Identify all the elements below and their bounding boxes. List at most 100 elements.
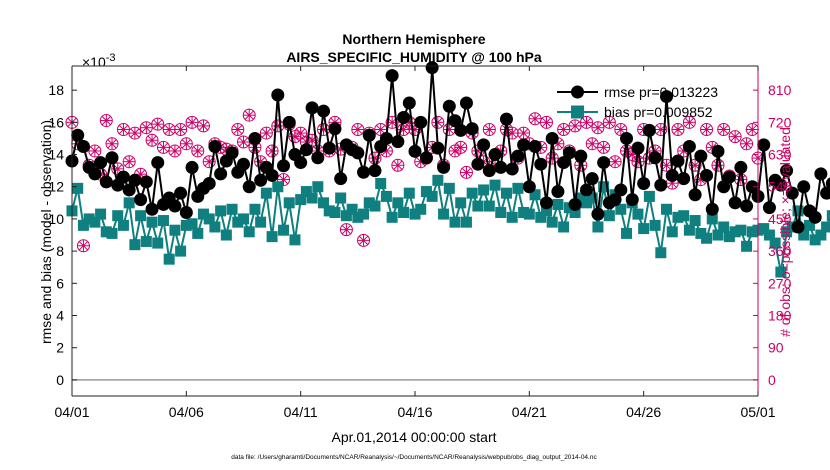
rmse-point <box>665 168 679 182</box>
obs-point <box>631 155 645 169</box>
rmse-point <box>717 180 731 194</box>
obs-point <box>76 239 90 253</box>
rmse-point <box>71 128 85 142</box>
obs-point <box>671 122 685 136</box>
y-tick-label: 18 <box>48 82 64 98</box>
x-axis-label: Apr.01,2014 00:00:00 start <box>331 429 496 445</box>
y2-tick-label: 360 <box>768 243 792 259</box>
rmse-point <box>145 202 159 216</box>
bias-point <box>255 216 267 228</box>
obs-point <box>614 122 628 136</box>
bias-point <box>380 190 392 202</box>
bias-point <box>826 210 830 222</box>
y2-tick-label: 540 <box>768 179 792 195</box>
bias-point <box>666 226 678 238</box>
axes-layer: 04/01 04/06 04/11 04/16 04/21 04/26 05/01 0 2 4 6 8… <box>48 65 792 420</box>
bias-point <box>260 187 272 199</box>
obs-point <box>242 108 256 122</box>
rmse-point <box>488 148 502 162</box>
x-tick-label: 04/01 <box>54 404 89 420</box>
rmse-point <box>214 167 228 181</box>
bias-point <box>581 197 592 209</box>
rmse-point <box>185 160 199 174</box>
obs-point <box>174 122 188 136</box>
bias-point <box>238 213 249 225</box>
x-tick-label: 05/01 <box>740 404 775 420</box>
obs-point <box>459 165 473 179</box>
bias-point <box>460 216 472 228</box>
rmse-point <box>134 193 148 207</box>
rmse-point <box>637 177 651 191</box>
bias-point <box>592 221 604 233</box>
rmse-point <box>397 111 411 125</box>
bias-point <box>546 216 558 228</box>
rmse-point <box>545 131 559 145</box>
rmse-point <box>517 138 531 152</box>
rmse-point <box>522 180 536 194</box>
bias-point <box>180 219 192 231</box>
rmse-point <box>820 186 830 200</box>
rmse-point <box>814 167 828 181</box>
rmse-point <box>780 164 794 178</box>
rmse-point <box>705 202 719 216</box>
bias-point <box>398 206 410 218</box>
bias-point <box>472 200 484 212</box>
rmse-point <box>614 183 628 197</box>
rmse-point <box>414 115 428 129</box>
y-tick-label: 10 <box>48 211 64 227</box>
bias-point <box>718 221 730 233</box>
obs-point <box>162 122 176 136</box>
obs-point <box>585 137 599 151</box>
bias-point <box>558 221 570 233</box>
obs-point <box>700 122 714 136</box>
bias-point <box>712 229 724 241</box>
bias-point <box>340 210 352 222</box>
bias-point <box>449 216 461 228</box>
rmse-point <box>734 160 748 174</box>
bias-point <box>426 190 438 202</box>
rmse-point <box>745 180 759 194</box>
bias-point <box>72 182 84 194</box>
obs-point <box>580 115 593 129</box>
obs-point <box>557 122 571 136</box>
obs-point <box>105 137 119 151</box>
bias-point <box>678 210 690 222</box>
bias-point <box>203 213 215 225</box>
obs-point <box>740 137 754 151</box>
rmse-point <box>448 114 462 128</box>
obs-point <box>259 126 273 140</box>
rmse-point <box>454 123 468 137</box>
bias-point <box>489 179 501 191</box>
legend-rmse-marker <box>571 85 584 99</box>
bias-point <box>295 194 307 206</box>
bias-point <box>123 197 135 209</box>
obs-point <box>122 155 136 169</box>
rmse-point <box>762 201 776 215</box>
bias-point <box>661 203 673 215</box>
rmse-point <box>299 143 313 157</box>
rmse-point <box>248 131 262 145</box>
y-tick-label: 16 <box>48 114 64 130</box>
rmse-point <box>477 138 491 152</box>
rmse-point <box>76 139 90 153</box>
bias-point <box>375 178 387 190</box>
legend-bias-marker <box>571 105 584 119</box>
rmse-point <box>740 199 754 213</box>
rmse-point <box>334 172 348 186</box>
bias-point <box>215 205 227 217</box>
bias-point <box>455 197 467 209</box>
rmse-point <box>580 183 593 197</box>
rmse-point <box>419 151 433 165</box>
bias-point <box>603 210 615 222</box>
obs-point <box>277 173 291 187</box>
rmse-point <box>128 173 142 187</box>
rmse-point <box>728 196 742 210</box>
series-layer <box>65 61 830 278</box>
bias-point <box>186 218 198 230</box>
legend: rmse pr=0.013223 bias pr=0.009852 <box>557 84 718 120</box>
rmse-point <box>425 61 439 75</box>
bias-point <box>129 239 141 251</box>
rmse-point <box>368 164 382 178</box>
bias-point <box>443 182 455 194</box>
obs-point <box>139 121 153 135</box>
